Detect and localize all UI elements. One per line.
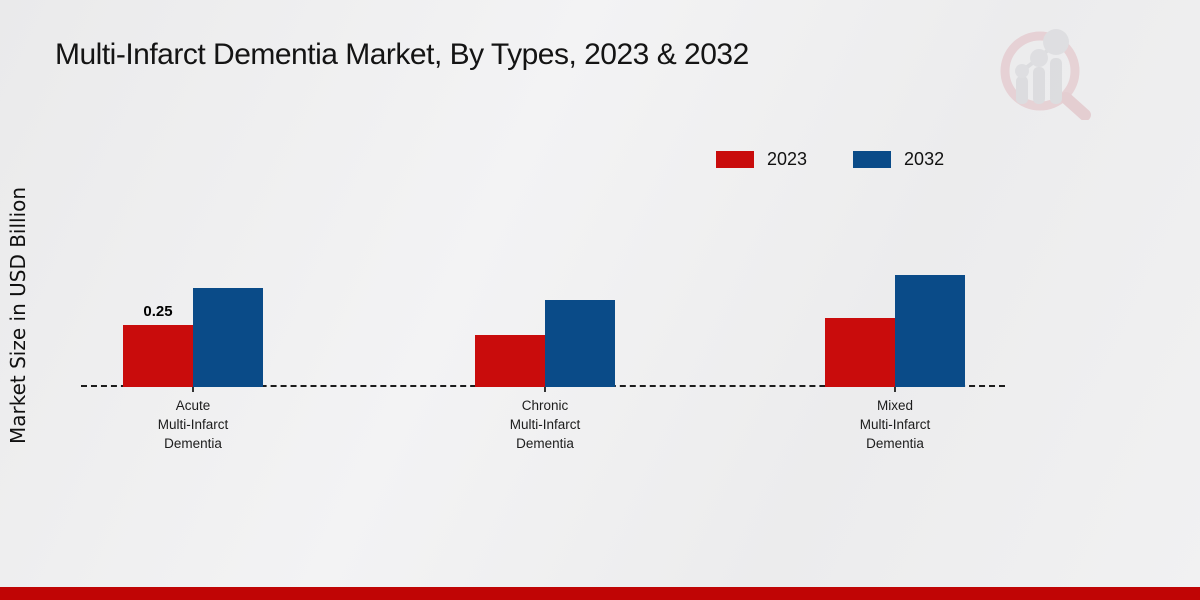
market-research-magnifier-logo-icon [995,25,1095,121]
page-title: Multi-Infarct Dementia Market, By Types,… [55,38,749,71]
category-label-0: Acute Multi-Infarct Dementia [157,398,229,451]
x-axis-tick-0 [192,387,194,392]
category-label-1: Chronic Multi-Infarct Dementia [509,398,581,451]
bar-2032-2 [895,275,965,387]
legend-swatch-2023 [716,151,754,168]
legend-item-2023: 2023 [716,149,807,170]
legend-label-2032: 2032 [904,149,945,169]
bar-2032-1 [545,300,615,387]
category-label-2: Mixed Multi-Infarct Dementia [859,398,931,451]
x-axis-tick-2 [894,387,896,392]
x-axis-tick-1 [544,387,546,392]
legend-swatch-2032 [853,151,892,168]
bar-value-label-2023-0: 0.25 [143,303,173,320]
bar-2023-0 [123,325,193,387]
bar-2032-0 [193,288,263,387]
legend-label-2023: 2023 [767,149,808,169]
bar-2023-2 [825,318,895,387]
legend-item-2032: 2032 [853,149,944,170]
footer-accent-bar [0,587,1200,600]
legend: 2023 2032 [716,149,944,170]
bar-2023-1 [475,335,545,387]
